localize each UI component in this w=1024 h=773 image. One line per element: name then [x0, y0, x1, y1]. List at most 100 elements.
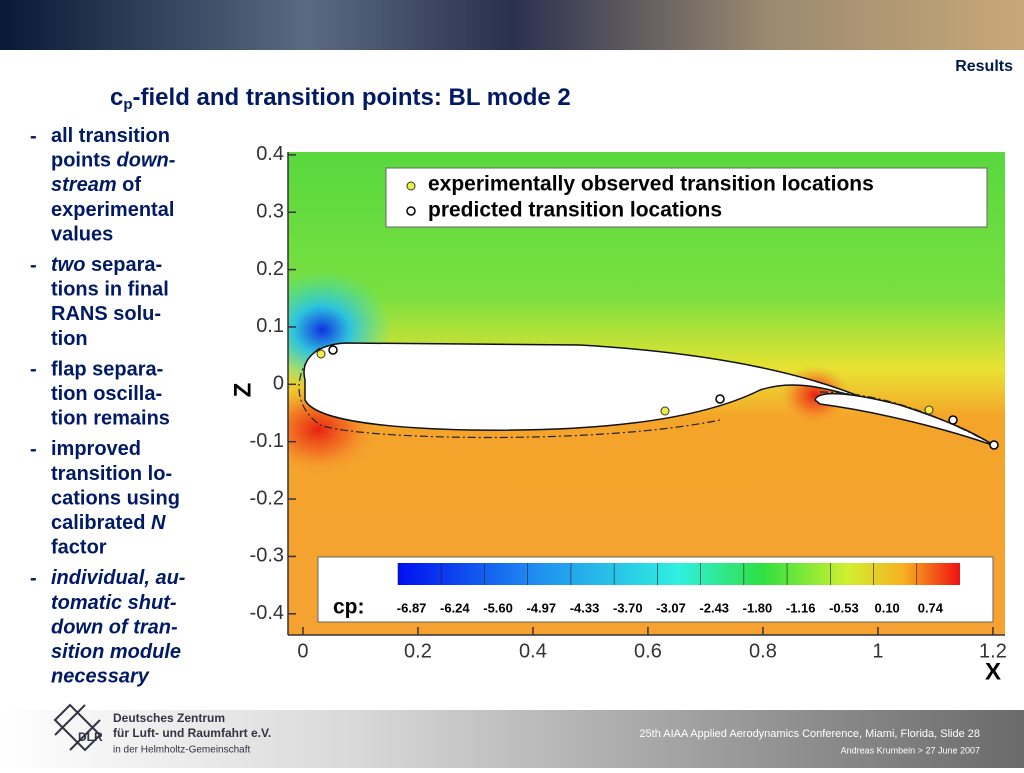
y-tick-label: 0	[273, 373, 284, 395]
section-label: Results	[955, 58, 1013, 75]
colorbar-label: -3.07	[656, 600, 686, 615]
text-run: cations using	[51, 488, 180, 510]
text-run: all transition	[51, 125, 170, 147]
text-run: necessary	[51, 666, 150, 688]
pred-point	[715, 394, 725, 404]
main-airfoil	[303, 342, 874, 431]
text-run: individual, au-	[51, 567, 186, 589]
x-tick-label: 0	[297, 640, 308, 662]
y-tick-label: 0.1	[256, 315, 284, 337]
bullet-line: two separa-	[51, 254, 162, 276]
bullet-line: RANS solu-	[51, 303, 161, 325]
text-run: tion oscilla-	[51, 383, 162, 405]
bullet-line: individual, au-	[51, 567, 186, 589]
colorbar-label: 0.10	[874, 600, 899, 615]
y-tick-label: 0.4	[256, 143, 284, 165]
bl-edge	[298, 347, 996, 447]
x-tick-label: 0.6	[634, 640, 662, 662]
exp-point	[924, 405, 934, 415]
text-run: points	[51, 150, 117, 172]
text-run: RANS solu-	[51, 303, 161, 325]
y-tick-label: -0.4	[250, 602, 284, 624]
text-run: experimental	[51, 199, 174, 221]
y-axis-label: Z	[229, 383, 256, 398]
text-run: down of tran-	[51, 617, 178, 639]
bullet-line: values	[51, 224, 113, 246]
legend-marker	[406, 206, 416, 216]
cp-field	[288, 152, 1005, 635]
bullet-line: necessary	[51, 666, 150, 688]
org-subline: in der Helmholtz-Gemeinschaft	[113, 745, 250, 756]
legend-label: experimentally observed transition locat…	[428, 173, 874, 196]
text-run: sition module	[51, 641, 181, 663]
legend-marker	[406, 181, 416, 191]
bullet-line: factor	[51, 537, 107, 559]
text-run: values	[51, 224, 113, 246]
org-name: Deutsches Zentrum	[113, 711, 225, 725]
text-run: tion remains	[51, 408, 170, 430]
x-axis-label: X	[985, 658, 1001, 685]
author-date: Andreas Krumbein > 27 June 2007	[841, 745, 980, 755]
colorbar-label: -3.70	[613, 600, 643, 615]
text-run: of	[117, 174, 142, 196]
text-run: factor	[51, 537, 107, 559]
bullet-marker: -	[30, 254, 37, 276]
text-run: down-	[117, 150, 176, 172]
colorbar-labels: -6.87 -6.24 -5.60 -4.97 -4.33 -3.70 -3.07 -2.43…	[397, 563, 944, 615]
exp-point	[660, 406, 670, 416]
text-run: two	[51, 254, 85, 276]
legend-label: predicted transition locations	[428, 199, 722, 222]
org-name: für Luft- und Raumfahrt e.V.	[113, 726, 271, 740]
colorbar	[398, 563, 960, 585]
colorbar-label: -6.87	[397, 600, 427, 615]
y-tick-label: -0.3	[250, 545, 284, 567]
bullet-line: sition module	[51, 641, 181, 663]
x-tick-label: 1.2	[979, 640, 1007, 662]
y-tick-label: 0.3	[256, 201, 284, 223]
pred-point	[328, 345, 338, 355]
bullet-line: flap separa-	[51, 359, 163, 381]
bullet-line: tions in final	[51, 279, 169, 301]
bullet-marker: -	[30, 125, 37, 147]
bullet-line: calibrated N	[51, 512, 166, 534]
pred-point	[948, 415, 958, 425]
colorbar-label: -0.53	[829, 600, 859, 615]
bullet-line: points down-	[51, 150, 176, 172]
y-tick-label: 0.2	[256, 258, 284, 280]
colorbar-label: -2.43	[699, 600, 729, 615]
bullet-marker: -	[30, 359, 37, 381]
bullet-line: stream of	[51, 174, 141, 196]
colorbar-label: -4.97	[526, 600, 556, 615]
x-tick-label: 0.2	[404, 640, 432, 662]
dlr-logo-mark	[53, 703, 102, 752]
bullet-line: tomatic shut-	[51, 592, 177, 614]
text-run: stream	[51, 174, 117, 196]
colorbar-label: 0.74	[918, 600, 944, 615]
footer-band	[0, 710, 1024, 768]
text-run: tomatic shut-	[51, 592, 177, 614]
header-banner	[0, 0, 1024, 50]
axes: 0 0.2 0.4 0.6 0.8 1 1.20.40.30.20.10-0.1-0.2-0…	[229, 143, 1006, 685]
bullet-line: cations using	[51, 488, 180, 510]
bullet-line: transition lo-	[51, 463, 172, 485]
bullet-line: down of tran-	[51, 617, 178, 639]
bullet-line: tion remains	[51, 408, 170, 430]
bullet-line: tion oscilla-	[51, 383, 162, 405]
text-run: separa-	[85, 254, 162, 276]
y-tick-label: -0.1	[250, 430, 284, 452]
y-tick-label: -0.2	[250, 487, 284, 509]
text-run: calibrated	[51, 512, 151, 534]
bullet-line: all transition	[51, 125, 170, 147]
colorbar-label: -4.33	[570, 600, 600, 615]
bullet-line: tion	[51, 328, 88, 350]
bullet-marker: -	[30, 567, 37, 589]
text-run: N	[151, 512, 166, 534]
conference: 25th AIAA Applied Aerodynamics Conferenc…	[639, 728, 980, 740]
title-c: c	[110, 84, 123, 111]
logo-text: DLR	[78, 730, 103, 744]
title-sub: p	[123, 96, 132, 113]
x-tick-label: 0.8	[749, 640, 777, 662]
